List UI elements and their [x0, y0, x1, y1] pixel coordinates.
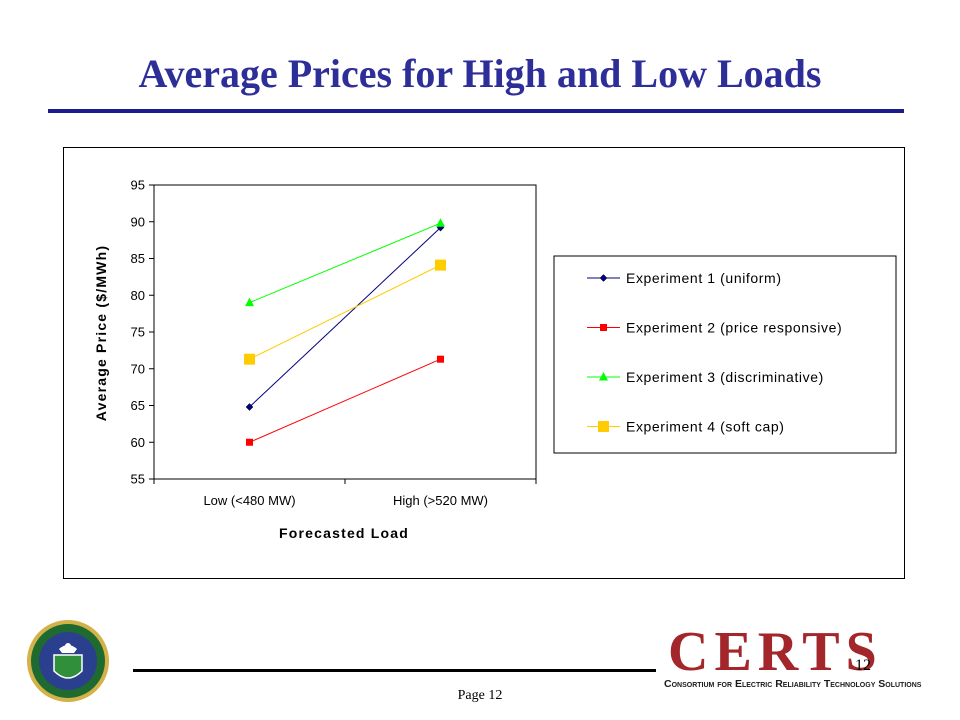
series-3-point: [245, 297, 254, 307]
series-3-point: [436, 218, 445, 227]
plot-area-border: [153, 184, 537, 480]
y-tick-label: 75: [131, 325, 145, 340]
page-label: Page 12: [457, 688, 503, 703]
series-line-3: [249, 222, 441, 304]
x-tick-label: High (>520 MW): [393, 493, 488, 508]
y-tick-label: 70: [131, 361, 145, 376]
legend-marker-1: [599, 274, 608, 282]
legend-label-3: Experiment 3 (discriminative): [626, 369, 824, 385]
y-tick-label: 60: [131, 435, 145, 450]
y-tick-label: 90: [131, 214, 145, 229]
certs-logo-text: CERTS: [668, 621, 883, 683]
certs-logo: CERTS Consortium for Electric Reliabilit…: [664, 624, 954, 698]
y-tick-label: 65: [131, 398, 145, 413]
chart-frame: 55 60 65 70 75 80 85 90 95 Low (<480 MW) High (>52…: [63, 147, 905, 579]
chart-legend: Experiment 1 (uniform) Experiment 2 (pric…: [553, 255, 897, 454]
series-line-2: [249, 358, 441, 443]
series-2-point: [437, 355, 444, 363]
title-underline: [48, 109, 904, 113]
series-line-1: [249, 227, 441, 408]
legend-marker-3: [599, 372, 608, 381]
x-axis-label: Forecasted Load: [279, 525, 409, 541]
series-4-point: [244, 353, 255, 365]
y-tick-label: 95: [131, 178, 145, 193]
series-2-point: [246, 438, 253, 446]
series-1-point: [245, 403, 254, 411]
y-tick-label: 85: [131, 251, 145, 266]
y-tick-label: 80: [131, 288, 145, 303]
legend-label-4: Experiment 4 (soft cap): [626, 419, 785, 435]
legend-label-1: Experiment 1 (uniform): [626, 270, 782, 286]
y-tick-label: 55: [131, 472, 145, 487]
series-4-point: [435, 259, 446, 271]
doe-seal-logo: [27, 620, 109, 702]
legend-box: [553, 255, 897, 454]
slide-number: 12: [855, 657, 871, 674]
certs-logo-subtitle: Consortium for Electric Reliability Tech…: [664, 678, 922, 690]
line-chart: 55 60 65 70 75 80 85 90 95 Low (<480 MW) High (>52…: [93, 178, 897, 541]
chart-series-lines: [249, 222, 441, 443]
slide-title: Average Prices for High and Low Loads: [138, 51, 822, 96]
legend-marker-2: [600, 324, 607, 331]
legend-marker-4: [598, 421, 609, 432]
series-line-4: [249, 264, 441, 360]
legend-label-2: Experiment 2 (price responsive): [626, 320, 842, 336]
y-axis-label: Average Price ($/MWh): [93, 245, 109, 421]
chart-axes: 55 60 65 70 75 80 85 90 95 Low (<480 MW) High (>52…: [131, 178, 537, 508]
x-tick-label: Low (<480 MW): [203, 493, 295, 508]
chart-series-markers: [244, 218, 446, 446]
footer-rule: [133, 669, 656, 672]
